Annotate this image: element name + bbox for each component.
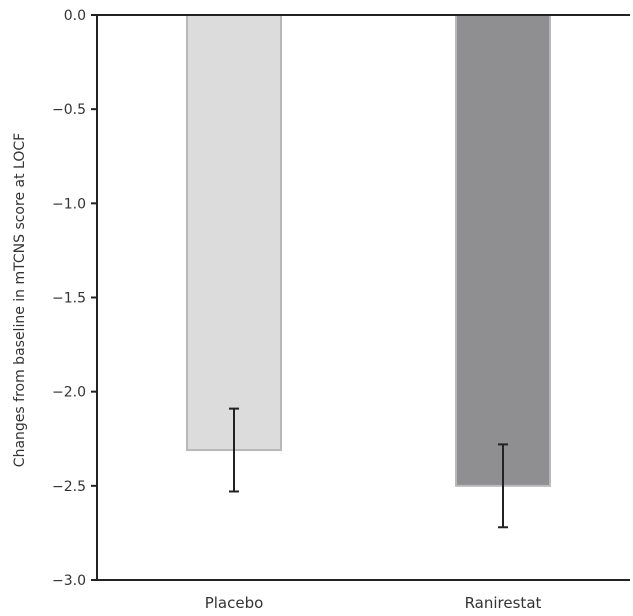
bars-group <box>186 14 551 487</box>
x-tick-label-ranirestat: Ranirestat <box>465 594 542 612</box>
error-bar-ranirestat <box>498 443 508 529</box>
x-tick-label-placebo: Placebo <box>205 594 264 612</box>
error-bars-group <box>229 407 508 529</box>
y-tick-label: −2.5 <box>52 479 86 495</box>
bar-placebo <box>186 14 282 452</box>
y-ticks-group: 0.0 −0.5 −1.0 −1.5 −2.0 −2.5 −3.0 <box>52 8 97 589</box>
bar-ranirestat <box>455 14 551 487</box>
y-tick-label: −1.5 <box>52 291 86 307</box>
y-tick-label: −2.0 <box>52 385 86 401</box>
x-labels-group: Placebo Ranirestat <box>205 594 542 612</box>
y-tick-label: −1.0 <box>52 196 86 212</box>
y-tick-label: −3.0 <box>52 573 86 589</box>
error-bar-placebo <box>229 407 239 493</box>
y-tick-label: −0.5 <box>52 102 86 118</box>
y-tick-label: 0.0 <box>64 8 86 24</box>
y-axis-title: Changes from baseline in mTCNS score at … <box>12 133 28 467</box>
